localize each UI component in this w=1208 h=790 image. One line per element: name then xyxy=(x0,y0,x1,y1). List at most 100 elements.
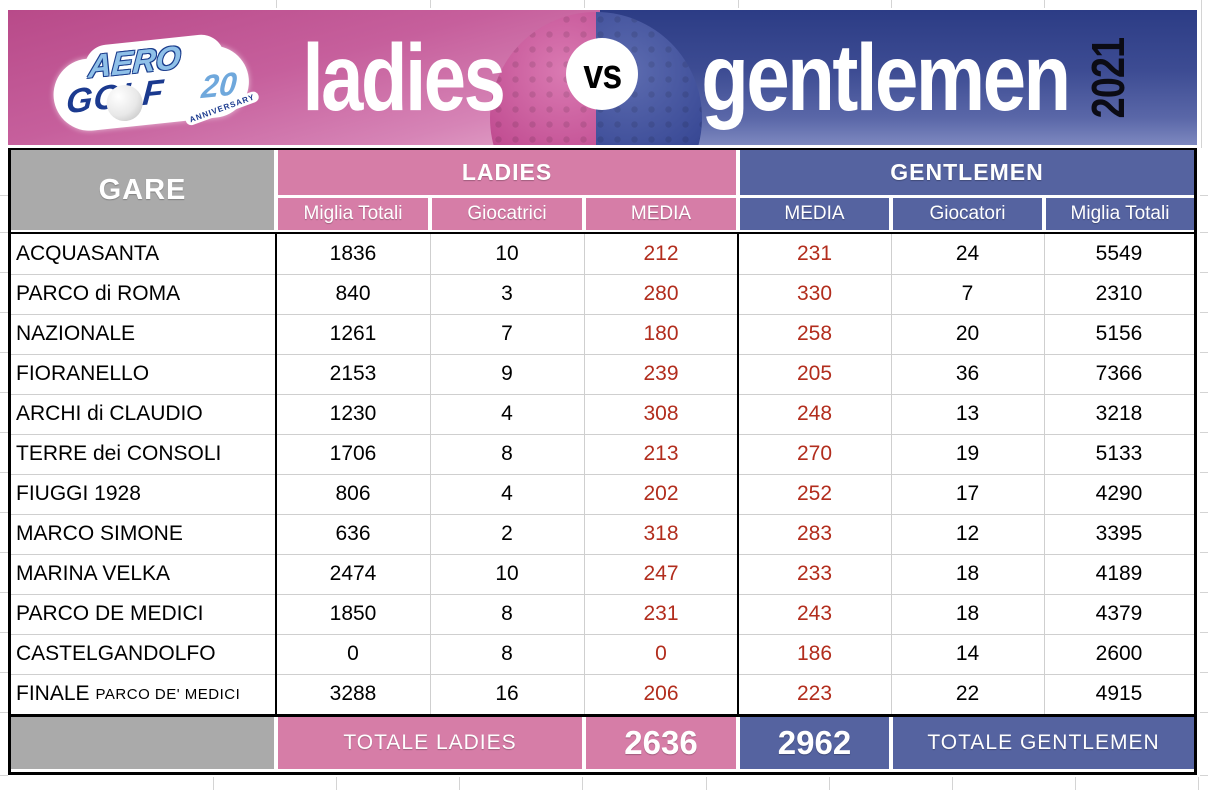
gridline-tick xyxy=(0,272,8,273)
ladies-miglia-totali-cell: 840 xyxy=(335,282,371,305)
gridline-tick xyxy=(1200,272,1208,273)
gridline-tick xyxy=(0,195,8,196)
ladies-miglia-totali-cell: 1261 xyxy=(329,322,377,345)
gridline-tick xyxy=(0,432,8,433)
gridline-tick xyxy=(1200,232,1208,233)
ladies-media-subheader: MEDIA xyxy=(586,198,736,230)
gentlemen-miglia-totali-cell: 7366 xyxy=(1095,362,1143,385)
ladies-media-cell: 212 xyxy=(643,242,679,265)
gridline-tick xyxy=(213,777,214,790)
ladies-miglia-totali-cell: 2153 xyxy=(329,362,377,385)
gridline-tick xyxy=(891,0,892,8)
gentlemen-giocatori-cell: 14 xyxy=(955,642,980,665)
gentlemen-total-cell: 2962 xyxy=(740,717,889,769)
gridline-tick xyxy=(1200,712,1208,713)
gentlemen-media-cell: 223 xyxy=(796,682,833,705)
ladies-media-cell: 308 xyxy=(643,402,679,425)
gentlemen-giocatori-cell: 7 xyxy=(961,282,974,305)
ladies-giocatrici-cell: 10 xyxy=(495,562,519,585)
gridline-tick xyxy=(0,672,8,673)
gridline-tick xyxy=(1198,777,1199,790)
gara-cell: NAZIONALE xyxy=(11,314,276,354)
gentlemen-giocatori-cell: 18 xyxy=(955,562,980,585)
row-divider xyxy=(11,594,1194,595)
banner-title-gentlemen: gentlemen xyxy=(701,25,1071,131)
gentlemen-media-cell: 205 xyxy=(796,362,833,385)
gridline-tick xyxy=(1200,312,1208,313)
ladies-miglia-totali-cell: 1230 xyxy=(329,402,377,425)
footer-empty-cell xyxy=(11,717,274,769)
gridline-tick xyxy=(0,592,8,593)
gara-cell: CASTELGANDOLFO xyxy=(11,634,276,674)
gara-cell: FIUGGI 1928 xyxy=(11,474,276,514)
row-divider xyxy=(11,474,1194,475)
footer-top-border xyxy=(8,714,1197,717)
ladies-media-cell: 0 xyxy=(655,642,667,665)
gara-label: NAZIONALE xyxy=(16,322,136,345)
results-table: GARE LADIES GENTLEMEN Miglia Totali Gioc… xyxy=(8,148,1197,775)
gridline-tick xyxy=(0,712,8,713)
gentlemen-giocatori-cell: 36 xyxy=(955,362,980,385)
table-border-left xyxy=(8,148,11,775)
ladies-giocatrici-cell: 8 xyxy=(501,442,513,465)
ladies-miglia-totali-cell: 0 xyxy=(347,642,359,665)
gridline-tick xyxy=(276,0,277,8)
ladies-total-cell: 2636 xyxy=(586,717,736,769)
table-row: PARCO DE MEDICI 1850 8 231 243 18 4379 xyxy=(11,594,1194,634)
gara-cell: MARCO SIMONE xyxy=(11,514,276,554)
ladies-media-cell: 318 xyxy=(643,522,679,545)
gridline-tick xyxy=(1200,472,1208,473)
row-divider xyxy=(11,354,1194,355)
table-row: FIUGGI 1928 806 4 202 252 17 4290 xyxy=(11,474,1194,514)
gentlemen-miglia-totali-subheader: Miglia Totali xyxy=(1046,198,1194,230)
gridline-tick xyxy=(1200,632,1208,633)
table-row: NAZIONALE 1261 7 180 258 20 5156 xyxy=(11,314,1194,354)
gentlemen-giocatori-cell: 17 xyxy=(955,482,980,505)
ladies-miglia-totali-cell: 1836 xyxy=(329,242,377,265)
gentlemen-header-cell: GENTLEMEN xyxy=(740,150,1194,195)
table-row: CASTELGANDOLFO 0 8 0 186 14 2600 xyxy=(11,634,1194,674)
gridline-tick xyxy=(1200,775,1208,776)
ladies-miglia-totali-cell: 1850 xyxy=(329,602,377,625)
gentlemen-miglia-totali-cell: 4915 xyxy=(1095,682,1143,705)
gridline-tick xyxy=(459,777,460,790)
gentlemen-media-cell: 248 xyxy=(796,402,833,425)
ladies-header-cell: LADIES xyxy=(278,150,736,195)
gentlemen-miglia-totali-cell: 3218 xyxy=(1095,402,1143,425)
ladies-giocatrici-subheader: Giocatrici xyxy=(432,198,582,230)
ladies-gentlemen-divider xyxy=(737,232,739,714)
header-bottom-border xyxy=(8,232,1197,234)
gara-label: PARCO DE MEDICI xyxy=(16,602,204,625)
gridline-tick xyxy=(430,0,431,8)
gridline-tick xyxy=(1200,195,1208,196)
gentlemen-media-cell: 330 xyxy=(796,282,833,305)
ladies-giocatrici-cell: 2 xyxy=(501,522,513,545)
gentlemen-miglia-totali-cell: 2310 xyxy=(1095,282,1143,305)
gara-label: FIUGGI 1928 xyxy=(16,482,141,505)
ladies-giocatrici-cell: 16 xyxy=(495,682,519,705)
gara-cell: TERRE dei CONSOLI xyxy=(11,434,276,474)
table-row: FINALE PARCO DE' MEDICI 3288 16 206 223 … xyxy=(11,674,1194,714)
gridline-tick xyxy=(336,777,337,790)
totale-gentlemen-label-cell: TOTALE GENTLEMEN xyxy=(893,717,1194,769)
gridline-tick xyxy=(829,777,830,790)
gara-label: FINALE xyxy=(16,682,90,705)
table-row: FIORANELLO 2153 9 239 205 36 7366 xyxy=(11,354,1194,394)
gridline-tick xyxy=(706,777,707,790)
gentlemen-media-cell: 186 xyxy=(796,642,833,665)
banner: ladies vs gentlemen 2021 AERO GOLF 20 AN… xyxy=(8,10,1197,145)
row-divider xyxy=(11,314,1194,315)
gridline-tick xyxy=(0,312,8,313)
gara-label: MARINA VELKA xyxy=(16,562,171,585)
ladies-miglia-totali-cell: 2474 xyxy=(329,562,377,585)
gentlemen-miglia-totali-cell: 5549 xyxy=(1095,242,1143,265)
gara-label: MARCO SIMONE xyxy=(16,522,183,545)
gara-cell: FINALE PARCO DE' MEDICI xyxy=(11,674,276,714)
gentlemen-giocatori-cell: 13 xyxy=(955,402,980,425)
ladies-giocatrici-cell: 4 xyxy=(501,482,513,505)
gridline-tick xyxy=(1200,672,1208,673)
gridline-tick xyxy=(0,552,8,553)
gridline-tick xyxy=(0,232,8,233)
gentlemen-miglia-totali-cell: 4379 xyxy=(1095,602,1143,625)
ladies-giocatrici-cell: 7 xyxy=(501,322,513,345)
